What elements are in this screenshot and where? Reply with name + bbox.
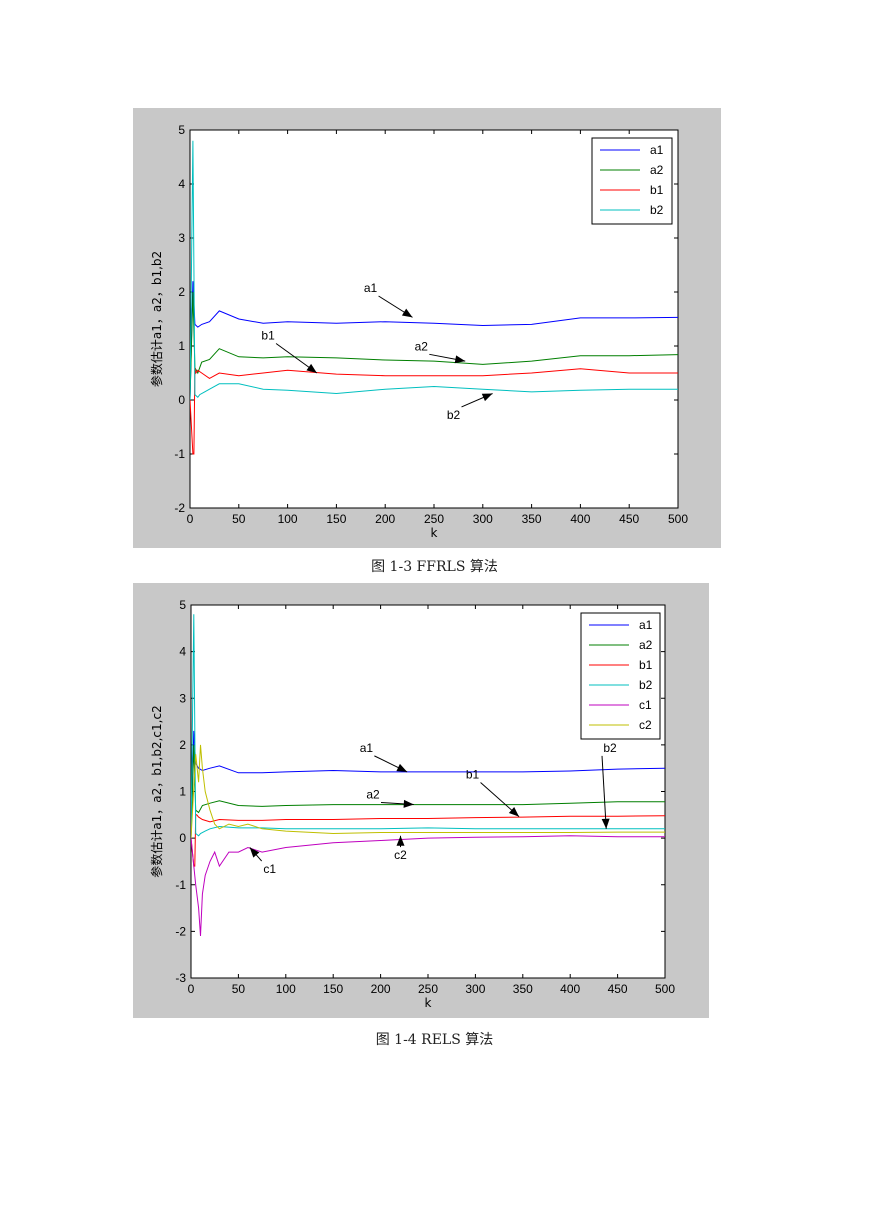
annotation-arrowhead xyxy=(454,355,466,364)
series-line-c1 xyxy=(191,835,665,937)
x-tick-label: 300 xyxy=(465,982,485,996)
annotation-label-c1: c1 xyxy=(263,862,276,876)
caption-rels: 图 1-4 RELS 算法 xyxy=(375,1032,494,1048)
y-tick-label: 2 xyxy=(178,285,185,299)
annotation-label-a2: a2 xyxy=(415,339,429,353)
y-tick-label: -2 xyxy=(175,924,186,938)
chart-ffrls: 0 50 100 150 200 250 300 350 400 450 500 -2 -1 0 1 2 3 4 5… xyxy=(149,123,688,540)
legend-label-b2: b2 xyxy=(639,678,653,692)
x-tick-label: 500 xyxy=(668,512,688,526)
caption-ffrls: 图 1-3 FFRLS 算法 xyxy=(371,559,498,575)
x-tick-label: 0 xyxy=(188,982,195,996)
x-tick-label: 200 xyxy=(375,512,395,526)
x-axis-label: k xyxy=(425,996,432,1010)
annotation-arrowhead xyxy=(403,799,414,808)
x-tick-label: 200 xyxy=(371,982,391,996)
legend-label-a2: a2 xyxy=(639,638,653,652)
annotation-arrowhead xyxy=(601,818,610,829)
legend-label-c2: c2 xyxy=(639,718,652,732)
y-tick-label: 1 xyxy=(179,785,186,799)
annotation-arrowhead xyxy=(508,807,520,817)
annotation-arrowhead xyxy=(401,308,413,318)
y-tick-label: 0 xyxy=(179,831,186,845)
legend-label-a2: a2 xyxy=(650,163,664,177)
series-line-a1 xyxy=(190,281,678,401)
x-tick-label: 250 xyxy=(424,512,444,526)
figure-ffrls: 0 50 100 150 200 250 300 350 400 450 500 -2 -1 0 1 2 3 4 5… xyxy=(133,108,721,548)
legend-label-b1: b1 xyxy=(639,658,653,672)
x-tick-label: 400 xyxy=(560,982,580,996)
series-line-c2 xyxy=(191,744,665,839)
y-tick-label: 2 xyxy=(179,738,186,752)
annotation-label-c2: c2 xyxy=(394,848,407,862)
annotation-label-a2: a2 xyxy=(366,787,380,801)
y-tick-label: -1 xyxy=(174,447,185,461)
y-tick-label: 4 xyxy=(178,177,185,191)
series-line-a1 xyxy=(191,730,665,839)
annotation-arrowhead xyxy=(481,393,493,402)
y-tick-label: -2 xyxy=(174,501,185,515)
annotation-label-b2: b2 xyxy=(447,408,461,422)
x-tick-label: 100 xyxy=(276,982,296,996)
annotation-label-b1: b1 xyxy=(466,767,480,781)
x-tick-label: 400 xyxy=(570,512,590,526)
y-tick-label: 1 xyxy=(178,339,185,353)
series-line-a2 xyxy=(190,291,678,401)
legend-label-a1: a1 xyxy=(650,143,664,157)
annotation-arrowhead xyxy=(396,835,405,846)
annotation-label-a1: a1 xyxy=(360,741,374,755)
y-tick-label: 5 xyxy=(178,123,185,137)
x-tick-label: 150 xyxy=(323,982,343,996)
y-axis-label: 参数估计a1，a2，b1,b2,c1,c2 xyxy=(149,705,164,877)
x-tick-label: 300 xyxy=(473,512,493,526)
annotation-label-a1: a1 xyxy=(364,281,378,295)
series-line-b2 xyxy=(190,140,678,401)
annotation-label-b2: b2 xyxy=(603,741,617,755)
x-tick-label: 350 xyxy=(513,982,533,996)
y-tick-label: 4 xyxy=(179,645,186,659)
y-tick-label: 3 xyxy=(178,231,185,245)
x-axis-label: k xyxy=(431,526,438,540)
annotation-arrowhead xyxy=(396,763,408,772)
y-tick-label: -3 xyxy=(175,971,186,985)
x-tick-label: 150 xyxy=(326,512,346,526)
annotation-label-b1: b1 xyxy=(261,329,275,343)
x-tick-label: 450 xyxy=(608,982,628,996)
series-line-b2 xyxy=(191,614,665,839)
x-tick-label: 0 xyxy=(187,512,194,526)
legend-label-a1: a1 xyxy=(639,618,653,632)
x-tick-label: 450 xyxy=(619,512,639,526)
annotation-arrowhead xyxy=(306,363,317,373)
annotation-arrow-line xyxy=(601,755,607,829)
legend-label-b1: b1 xyxy=(650,183,664,197)
x-tick-label: 250 xyxy=(418,982,438,996)
y-tick-label: -1 xyxy=(175,878,186,892)
x-tick-label: 50 xyxy=(232,512,246,526)
legend-label-c1: c1 xyxy=(639,698,652,712)
x-tick-label: 50 xyxy=(232,982,246,996)
y-tick-label: 5 xyxy=(179,598,186,612)
x-tick-label: 100 xyxy=(278,512,298,526)
figure-rels: 0 50 100 150 200 250 300 350 400 450 500 -3 -2 -1 0 1 2 3… xyxy=(133,583,709,1018)
series-line-a2 xyxy=(191,744,665,839)
legend-label-b2: b2 xyxy=(650,203,664,217)
x-tick-label: 500 xyxy=(655,982,675,996)
y-axis-label: 参数估计a1，a2，b1,b2 xyxy=(149,251,164,387)
annotation-arrowhead xyxy=(249,847,260,858)
legend-box xyxy=(580,612,661,740)
x-tick-label: 350 xyxy=(522,512,542,526)
y-tick-label: 3 xyxy=(179,691,186,705)
y-tick-label: 0 xyxy=(178,393,185,407)
chart-rels: 0 50 100 150 200 250 300 350 400 450 500 -3 -2 -1 0 1 2 3… xyxy=(149,598,675,1010)
